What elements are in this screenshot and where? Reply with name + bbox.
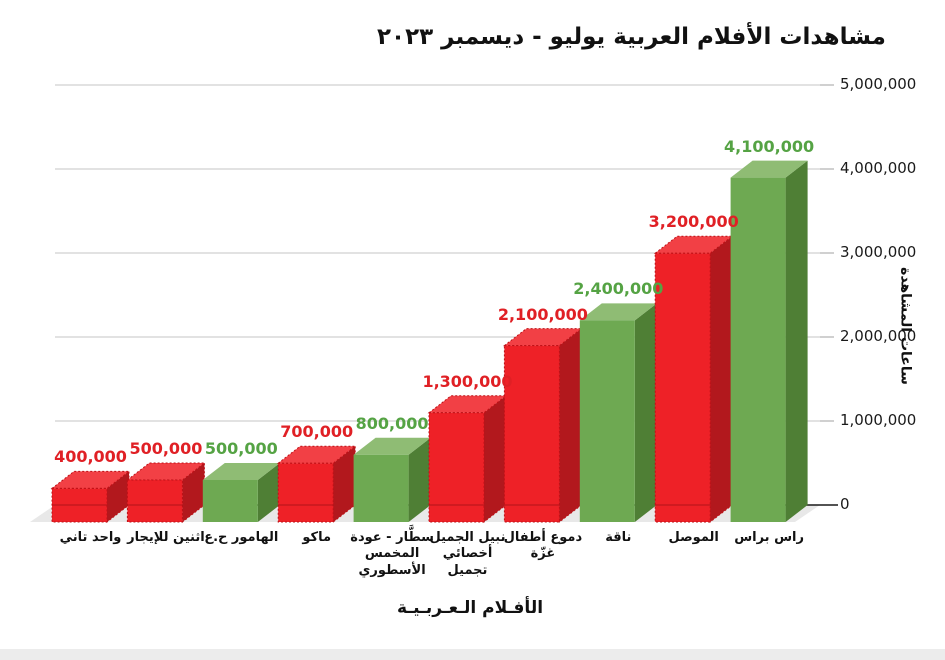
x-axis-title: الأفـلام الـعـربـيـة [396,598,544,618]
bar-top-face [730,160,808,178]
bar-front-face [126,479,183,523]
bar-top-face [579,303,657,321]
bar-side-face [483,394,507,524]
y-axis-title: ساعات المشاهدة [897,267,914,385]
bar-side-face [257,463,280,522]
bar-front-face [579,320,635,522]
bar-front-face [730,177,786,522]
bar-side-face [408,437,431,522]
bar-side-face [785,160,808,522]
bar-front-face [428,412,485,523]
bar-side-face [634,303,657,522]
bar-front-face [503,345,560,523]
bar-front-face [353,454,409,522]
window-bottom-strip [0,649,945,660]
bar-side-face [558,327,582,524]
bar-top-face [202,463,280,480]
chart-title: مشاهدات الأفلام العربية يوليو - ديسمبر ٢… [377,24,886,50]
bar-side-face [332,445,356,524]
bar-front-face [654,252,711,523]
bar-front-face [202,480,258,522]
bar-top-face [353,437,431,455]
bar-side-face [709,235,733,524]
bar-front-face [277,462,334,523]
